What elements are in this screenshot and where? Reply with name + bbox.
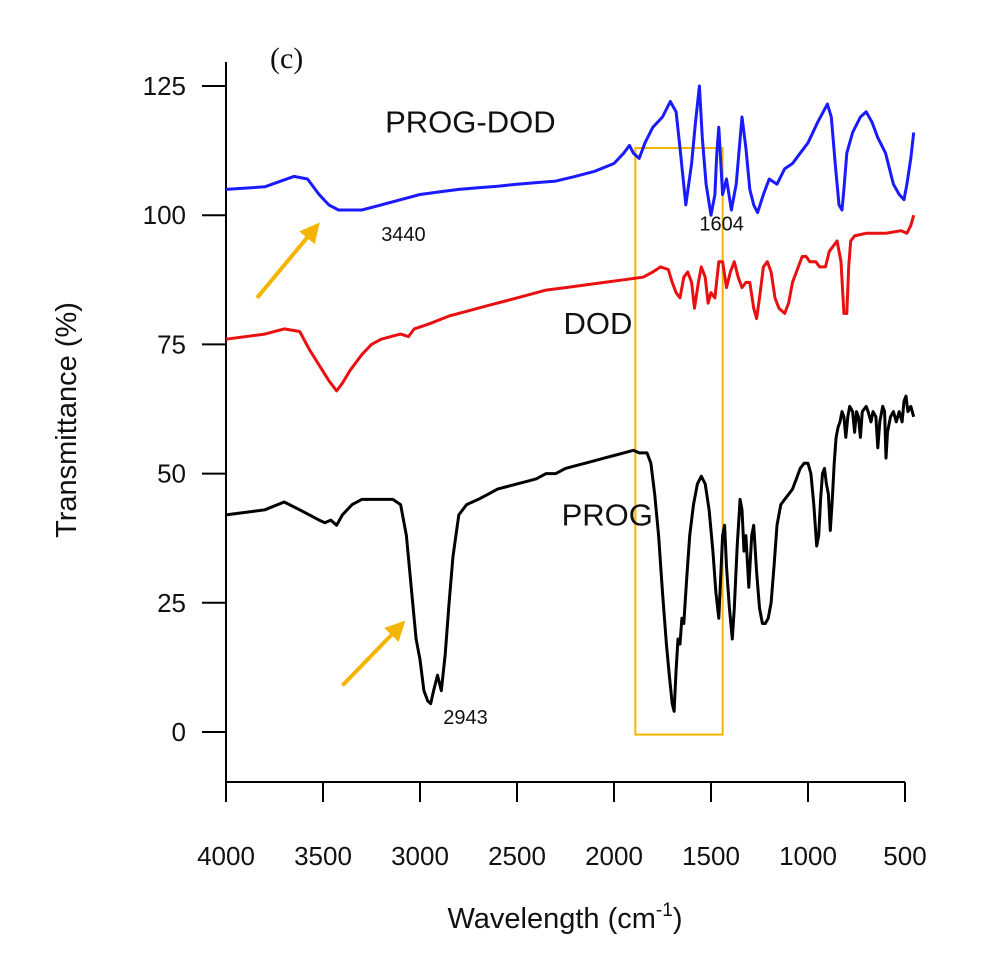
x-tick-label: 1500 (682, 841, 740, 871)
series-label-dod: DOD (564, 306, 633, 341)
y-tick-label: 25 (157, 588, 186, 618)
x-tick-label: 3500 (294, 841, 352, 871)
annotation-label-1604: 1604 (699, 214, 744, 236)
x-axis-title-superscript: -1 (656, 900, 673, 921)
series-labels: PROG-DOD DOD PROG (385, 105, 653, 533)
y-tick-label: 0 (172, 717, 186, 747)
x-axis: 4000 3500 3000 2500 2000 1500 1000 500 (197, 781, 927, 871)
x-tick-label: 2000 (585, 841, 643, 871)
x-axis-title: Wavelength (cm-1) (447, 900, 682, 935)
x-tick-label: 500 (883, 841, 926, 871)
annotation-arrow-3440 (255, 222, 320, 300)
series-label-prog-dod: PROG-DOD (385, 105, 555, 140)
y-axis: 0 25 50 75 100 125 (143, 62, 227, 782)
annotation-arrow-2943 (340, 620, 406, 687)
series-line-prog-dod (225, 84, 916, 217)
annotation-label-2943: 2943 (443, 707, 488, 729)
y-tick-label: 75 (157, 329, 186, 359)
x-tick-label: 2500 (488, 841, 546, 871)
x-tick-label: 1000 (779, 841, 837, 871)
series-line-dod (225, 214, 916, 393)
x-axis-title-suffix: ) (673, 903, 683, 935)
y-tick-label: 100 (143, 200, 186, 230)
annotation-label-3440: 3440 (381, 224, 426, 246)
x-axis-title-main: Wavelength (cm (447, 903, 655, 935)
y-tick-label: 50 (157, 459, 186, 489)
panel-label: (c) (270, 42, 303, 75)
series-layer (225, 84, 916, 713)
x-tick-label: 3000 (391, 841, 449, 871)
series-label-prog: PROG (562, 497, 653, 532)
series-line-prog (225, 394, 916, 713)
x-tick-label: 4000 (197, 841, 255, 871)
y-axis-title: Transmittance (%) (51, 302, 83, 538)
annotations: 3440 1604 2943 (255, 214, 744, 729)
y-tick-label: 125 (143, 71, 186, 101)
